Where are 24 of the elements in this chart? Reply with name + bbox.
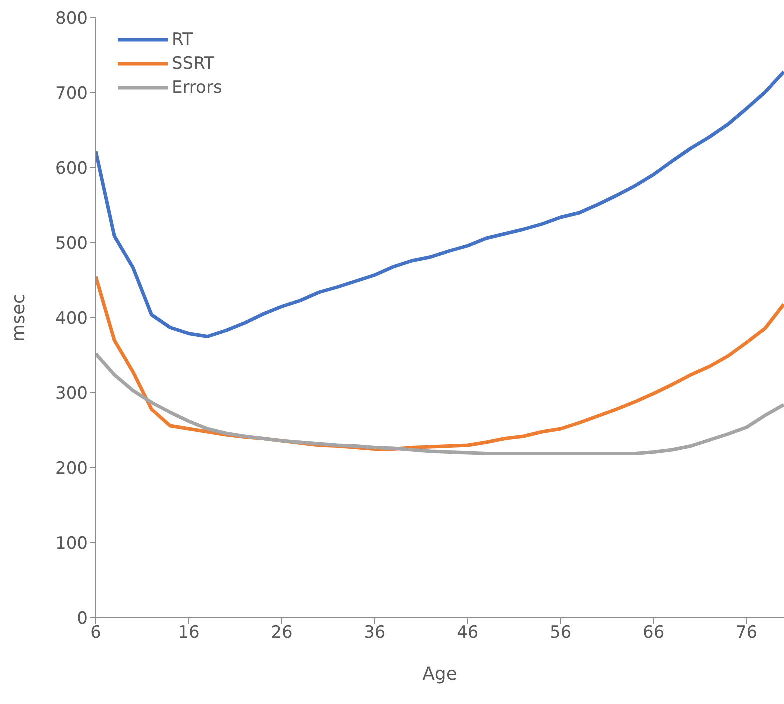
legend-label: RT [172, 29, 193, 52]
x-axis-title: Age [422, 664, 458, 685]
x-tick-label: 76 [736, 623, 758, 644]
line-series [96, 70, 784, 338]
y-tick-label: 700 [56, 84, 88, 104]
legend-label: SSRT [172, 53, 215, 76]
y-tick-label: 600 [56, 159, 88, 180]
y-tick-label: 100 [56, 534, 88, 554]
y-tick-label: 300 [56, 384, 88, 404]
y-tick-label: 400 [56, 309, 88, 330]
legend-label: Errors [172, 77, 222, 100]
x-tick-label: 56 [550, 623, 572, 644]
y-tick-label: 200 [56, 459, 88, 480]
line-series [96, 352, 784, 456]
x-tick-label: 36 [364, 623, 386, 644]
y-tick-label: 500 [56, 234, 88, 254]
y-tick-label: 800 [56, 9, 88, 30]
x-tick-label: 66 [643, 623, 665, 644]
x-tick-label: 46 [457, 623, 479, 644]
x-tick-label: 26 [271, 623, 293, 644]
x-tick-label: 16 [178, 623, 200, 644]
y-tick-label: 0 [77, 609, 88, 630]
x-tick-label: 6 [90, 623, 102, 644]
y-axis-title: msec [8, 294, 30, 342]
